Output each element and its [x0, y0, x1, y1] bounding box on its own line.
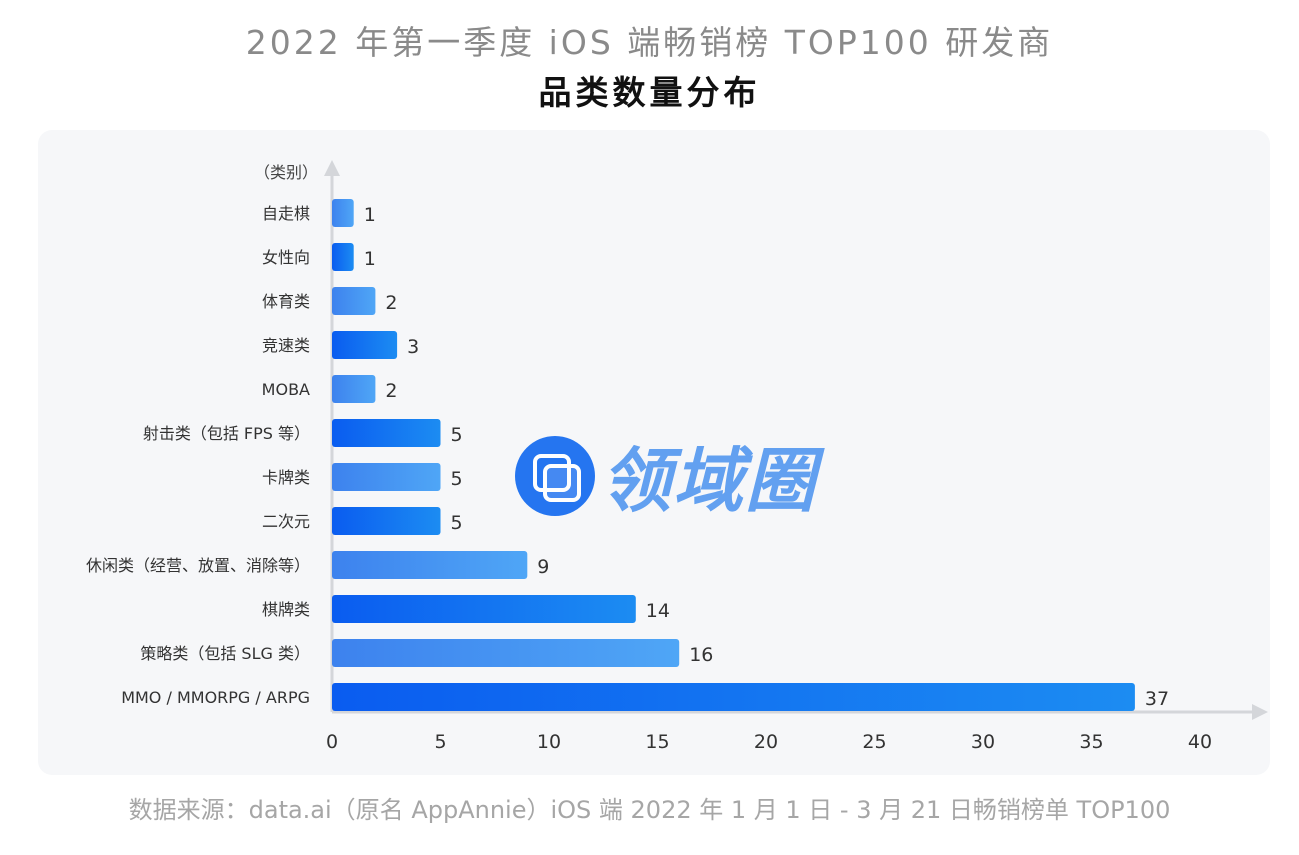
bar [332, 287, 376, 315]
x-tick-label: 0 [326, 731, 338, 753]
category-label: 女性向 [262, 248, 310, 267]
category-label: 射击类（包括 FPS 等） [143, 424, 310, 443]
logo-icon [515, 435, 595, 516]
value-label: 5 [451, 512, 463, 534]
data-source-note: 数据来源：data.ai（原名 AppAnnie）iOS 端 2022 年 1 … [128, 796, 1171, 824]
value-label: 9 [537, 556, 549, 578]
watermark-logo: 领域圈 [515, 425, 817, 526]
x-tick-label: 25 [862, 731, 886, 753]
category-label: 体育类 [262, 292, 310, 311]
x-axis-arrow-icon [1252, 704, 1268, 720]
category-label: 二次元 [262, 512, 310, 531]
category-label: 策略类（包括 SLG 类） [140, 644, 310, 663]
bar [332, 331, 398, 359]
value-label: 16 [689, 644, 713, 666]
logo-text: 领域圈 [601, 440, 817, 522]
chart-title: 2022 年第一季度 iOS 端畅销榜 TOP100 研发商 [245, 23, 1054, 62]
bar [332, 595, 636, 623]
value-label: 2 [385, 292, 397, 314]
category-label: 休闲类（经营、放置、消除等） [86, 556, 310, 575]
value-label: 2 [385, 380, 397, 402]
value-label: 5 [451, 468, 463, 490]
x-tick-label: 35 [1079, 731, 1103, 753]
bar [332, 463, 441, 491]
category-label: 卡牌类 [262, 468, 310, 487]
chart-card [38, 130, 1270, 775]
bar [332, 639, 680, 667]
bar [332, 199, 354, 227]
x-tick-label: 20 [754, 731, 778, 753]
y-axis-label: （类别） [254, 163, 318, 182]
bar [332, 551, 528, 579]
x-tick-label: 30 [971, 731, 995, 753]
bar [332, 375, 376, 403]
bar [332, 419, 441, 447]
x-tick-label: 40 [1188, 731, 1212, 753]
category-label: 棋牌类 [262, 600, 310, 619]
value-label: 1 [364, 204, 376, 226]
x-tick-label: 15 [645, 731, 669, 753]
chart-subtitle: 品类数量分布 [538, 73, 761, 112]
category-label: MMO / MMORPG / ARPG [121, 688, 310, 707]
bar [332, 243, 354, 271]
value-label: 5 [451, 424, 463, 446]
value-label: 3 [407, 336, 419, 358]
value-label: 1 [364, 248, 376, 270]
x-tick-label: 10 [537, 731, 561, 753]
category-label: 竞速类 [262, 336, 310, 355]
category-label: 自走棋 [262, 204, 310, 223]
y-axis-arrow-icon [324, 160, 340, 176]
bar [332, 507, 441, 535]
category-label: MOBA [262, 380, 310, 399]
x-tick-label: 5 [434, 731, 446, 753]
value-label: 14 [646, 600, 670, 622]
bar [332, 683, 1135, 711]
value-label: 37 [1145, 688, 1169, 710]
